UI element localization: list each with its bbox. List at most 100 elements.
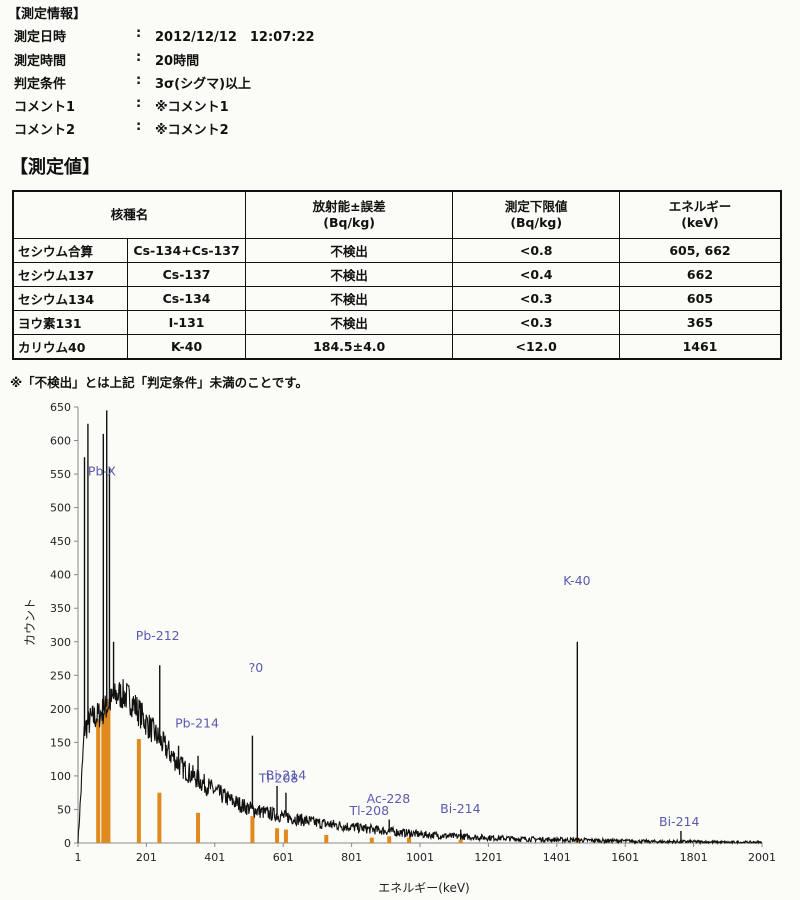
peak-marker — [458, 839, 463, 843]
nuclide-symbol: K-40 — [127, 334, 246, 360]
energy-value: 1461 — [618, 334, 782, 360]
peak-marker — [96, 718, 101, 843]
header-limit-unit: (Bq/kg) — [510, 215, 563, 230]
info-value: 20時間 — [155, 54, 200, 69]
peak-marker — [283, 829, 288, 843]
nuclide-symbol: I-131 — [127, 310, 246, 335]
peak-marker — [136, 739, 141, 843]
header-limit-label: 測定下限値 — [504, 199, 568, 214]
header-nuclide: 核種名 — [12, 190, 246, 239]
peak-label: Pb-214 — [175, 716, 219, 731]
peak-label: K-40 — [563, 573, 590, 588]
y-tick-label: 400 — [50, 569, 71, 582]
nuclide-name: セシウム合算 — [12, 238, 129, 263]
nuclide-symbol: Cs-134+Cs-137 — [127, 238, 246, 263]
y-tick-label: 50 — [57, 803, 71, 816]
header-activity-unit: (Bq/kg) — [323, 215, 376, 230]
peak-marker — [369, 837, 374, 843]
info-colon: : — [136, 96, 142, 111]
activity-value: 不検出 — [244, 262, 454, 287]
y-tick-label: 650 — [50, 401, 71, 414]
nuclide-name: カリウム40 — [12, 334, 129, 360]
x-tick-label: 1001 — [406, 851, 434, 864]
header-energy-label: エネルギー — [668, 199, 732, 214]
peak-label: Tl-208 — [349, 803, 390, 818]
peak-label: Bi-214 — [440, 801, 480, 816]
x-axis-ticks: 1 201 401 601 801 1001 1201 1401 1601 1801 2001 — [75, 843, 776, 864]
activity-value: 不検出 — [244, 238, 454, 263]
activity-value: 不検出 — [244, 286, 454, 311]
energy-value: 605, 662 — [618, 238, 782, 263]
x-tick-label: 1401 — [543, 851, 571, 864]
results-table: 核種名 放射能±誤差 (Bq/kg) 測定下限値 (Bq/kg) エネルギー (… — [12, 190, 782, 360]
energy-value: 662 — [618, 262, 782, 287]
x-tick-label: 1201 — [474, 851, 502, 864]
y-tick-label: 300 — [50, 636, 71, 649]
nuclide-name: セシウム137 — [12, 262, 129, 287]
peak-marker — [250, 816, 255, 843]
peak-marker — [101, 715, 106, 843]
peak-label: Tl-208 — [258, 771, 299, 786]
spectrum-line — [77, 679, 763, 846]
table-row: セシウム合算 Cs-134+Cs-137 不検出 <0.8 605, 662 — [12, 238, 782, 263]
energy-value: 365 — [618, 310, 782, 335]
x-tick-label: 2001 — [748, 851, 776, 864]
peak-marker — [106, 708, 111, 843]
info-section-title: 【測定情報】 — [8, 7, 87, 22]
info-colon: : — [136, 73, 142, 88]
x-axis-label: エネルギー(keV) — [378, 881, 469, 895]
y-axis-label: カウント — [23, 598, 37, 646]
limit-value: <0.8 — [452, 238, 620, 263]
nuclide-symbol: Cs-134 — [127, 286, 246, 311]
y-tick-label: 550 — [50, 468, 71, 481]
info-colon: : — [136, 50, 142, 65]
info-colon: : — [136, 26, 142, 41]
y-axis-ticks: 0 50 100 150 200 250 300 350 400 450 500 550 600 650 — [50, 401, 78, 850]
y-tick-label: 100 — [50, 770, 71, 783]
header-energy-unit: (keV) — [681, 215, 719, 230]
info-label: 測定時間 — [14, 54, 67, 69]
x-tick-label: 1601 — [611, 851, 639, 864]
info-label: コメント2 — [14, 123, 76, 138]
info-label: 判定条件 — [14, 77, 67, 92]
table-row: カリウム40 K-40 184.5±4.0 <12.0 1461 — [12, 334, 782, 360]
x-tick-label: 1 — [75, 851, 82, 864]
y-tick-label: 350 — [50, 602, 71, 615]
peak-label: Bi-214 — [266, 767, 306, 782]
nuclide-symbol: Cs-137 — [127, 262, 246, 287]
x-tick-label: 601 — [273, 851, 294, 864]
info-colon: : — [136, 119, 142, 134]
header-activity: 放射能±誤差 (Bq/kg) — [244, 190, 454, 239]
info-label: コメント1 — [14, 100, 76, 115]
spectrum-peaks — [83, 410, 682, 842]
peak-label: Ac-228 — [367, 791, 411, 806]
table-row: セシウム137 Cs-137 不検出 <0.4 662 — [12, 262, 782, 287]
table-row: ヨウ素131 I-131 不検出 <0.3 365 — [12, 310, 782, 335]
peak-marker — [407, 837, 412, 843]
gamma-spectrum-chart: 050100150200250300350400450500550600650 … — [23, 401, 776, 895]
y-tick-label: 0 — [64, 837, 71, 850]
nuclide-name: セシウム134 — [12, 286, 129, 311]
peak-label: Pb-212 — [136, 628, 180, 643]
x-tick-label: 1801 — [680, 851, 708, 864]
spectrum-trace — [77, 679, 763, 846]
limit-value: <0.3 — [452, 286, 620, 311]
y-tick-label: 450 — [50, 535, 71, 548]
peak-labels: Pb-XPb-212?0Pb-214Bi-214Tl-208Ac-228Tl-2… — [88, 463, 700, 829]
limit-value: <0.3 — [452, 310, 620, 335]
y-tick-label: 600 — [50, 435, 71, 448]
info-value: ※コメント1 — [155, 100, 229, 115]
peak-label: Pb-X — [88, 463, 116, 478]
measurement-section-title: 【測定値】 — [10, 157, 100, 178]
limit-value: <12.0 — [452, 334, 620, 360]
energy-value: 605 — [618, 286, 782, 311]
info-value: 3σ(シグマ)以上 — [155, 77, 252, 92]
peak-marker — [275, 828, 280, 843]
y-tick-label: 250 — [50, 669, 71, 682]
nuclide-name: ヨウ素131 — [12, 310, 129, 335]
x-tick-label: 801 — [341, 851, 362, 864]
activity-value: 不検出 — [244, 310, 454, 335]
y-tick-label: 500 — [50, 502, 71, 515]
header-energy: エネルギー (keV) — [618, 190, 782, 239]
peak-label: ?0 — [249, 660, 264, 675]
